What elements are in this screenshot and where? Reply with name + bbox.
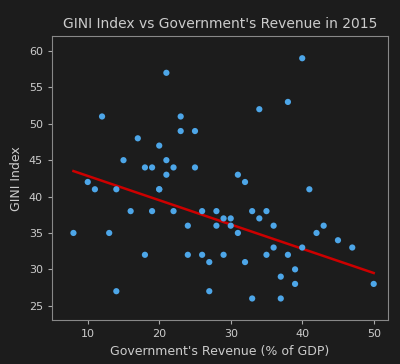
Point xyxy=(220,215,227,221)
Point xyxy=(313,230,320,236)
Point xyxy=(206,259,212,265)
Point xyxy=(113,186,120,192)
Point xyxy=(213,208,220,214)
Point xyxy=(142,252,148,258)
Point xyxy=(349,245,356,250)
Point xyxy=(270,223,277,229)
Point xyxy=(299,55,306,61)
Point xyxy=(192,165,198,170)
Point xyxy=(335,237,341,243)
Y-axis label: GINI Index: GINI Index xyxy=(10,146,23,211)
Point xyxy=(185,252,191,258)
Point xyxy=(228,223,234,229)
Point xyxy=(206,288,212,294)
Point xyxy=(256,106,262,112)
Point xyxy=(163,157,170,163)
Point xyxy=(199,208,205,214)
Point xyxy=(213,223,220,229)
Point xyxy=(170,165,177,170)
Point xyxy=(299,245,306,250)
Point xyxy=(235,172,241,178)
Point xyxy=(156,186,162,192)
Point xyxy=(285,252,291,258)
Point xyxy=(242,259,248,265)
Point xyxy=(106,230,112,236)
Point xyxy=(163,70,170,76)
Point xyxy=(134,135,141,141)
Point xyxy=(142,165,148,170)
Point xyxy=(128,208,134,214)
Point xyxy=(292,281,298,287)
Point xyxy=(199,252,205,258)
Point xyxy=(242,179,248,185)
Point xyxy=(235,230,241,236)
Point xyxy=(270,245,277,250)
Point xyxy=(178,114,184,119)
Point xyxy=(285,99,291,105)
Point xyxy=(370,281,377,287)
Point xyxy=(149,208,155,214)
Point xyxy=(292,266,298,272)
Point xyxy=(185,223,191,229)
Point xyxy=(120,157,127,163)
Point xyxy=(84,179,91,185)
Point xyxy=(220,252,227,258)
Point xyxy=(278,274,284,280)
Point xyxy=(192,128,198,134)
Point xyxy=(156,186,162,192)
Point xyxy=(170,208,177,214)
Point xyxy=(163,172,170,178)
Point xyxy=(249,208,255,214)
Point xyxy=(113,288,120,294)
Point xyxy=(99,114,105,119)
Point xyxy=(263,252,270,258)
Point xyxy=(156,143,162,149)
Point xyxy=(228,215,234,221)
Point xyxy=(70,230,77,236)
Point xyxy=(149,165,155,170)
Point xyxy=(256,215,262,221)
Point xyxy=(263,208,270,214)
Point xyxy=(306,186,312,192)
Point xyxy=(249,296,255,301)
Point xyxy=(320,223,327,229)
Point xyxy=(278,296,284,301)
Title: GINI Index vs Government's Revenue in 2015: GINI Index vs Government's Revenue in 20… xyxy=(63,17,377,31)
X-axis label: Government's Revenue (% of GDP): Government's Revenue (% of GDP) xyxy=(110,345,330,358)
Point xyxy=(178,128,184,134)
Point xyxy=(92,186,98,192)
